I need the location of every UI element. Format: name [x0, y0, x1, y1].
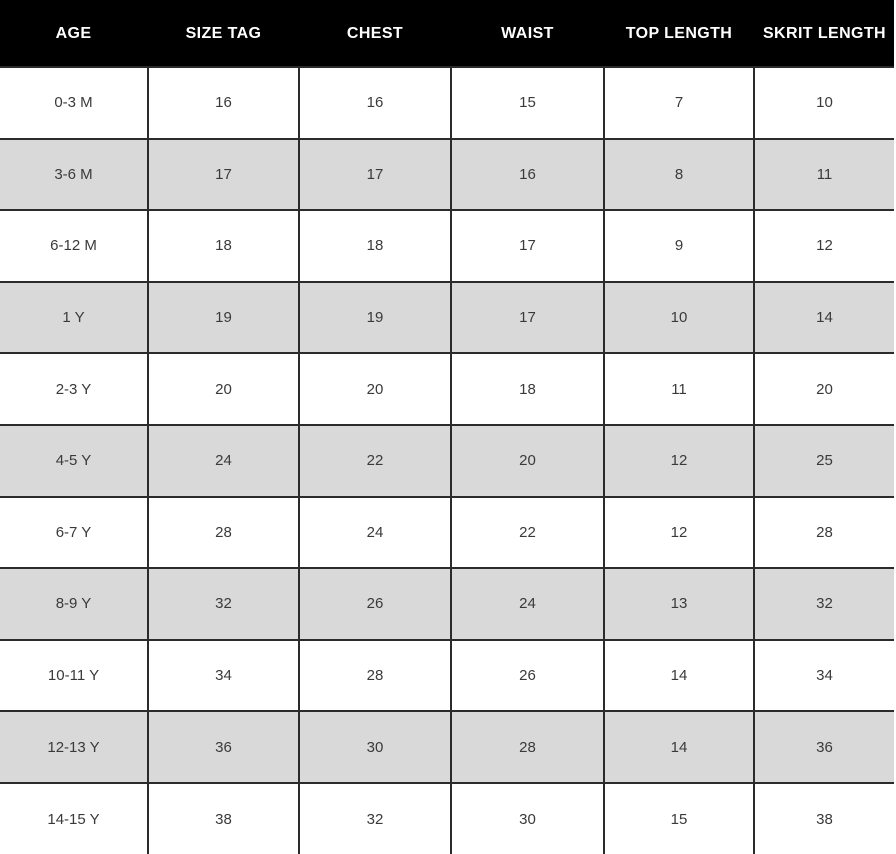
table-cell: 32	[147, 567, 300, 641]
table-header: AGE SIZE TAG CHEST WAIST TOP LENGTH SKRIT LEN…	[0, 0, 894, 68]
table-cell: 28	[147, 495, 300, 570]
table-cell: 24	[298, 495, 452, 570]
age-cell: 4-5 Y	[0, 423, 149, 498]
table-cell: 26	[450, 638, 605, 713]
table-cell: 19	[147, 280, 300, 355]
column-header: AGE	[0, 0, 149, 68]
table-body: 0-3 M 16 16 15 7 10 3-6 M 17 17 16 8 11 6-12 M 18 18 17…	[0, 66, 894, 854]
table-cell: 9	[603, 209, 755, 283]
table-cell: 38	[147, 781, 300, 854]
table-cell: 16	[450, 137, 605, 212]
table-cell: 12	[603, 495, 755, 570]
table-cell: 32	[298, 781, 452, 854]
table-cell: 32	[753, 567, 894, 641]
column-header: TOP LENGTH	[603, 0, 755, 68]
table-cell: 38	[753, 781, 894, 854]
table-row: 14-15 Y 38 32 30 15 38	[0, 781, 894, 854]
table-cell: 14	[753, 280, 894, 355]
table-row: 6-7 Y 28 24 22 12 28	[0, 495, 894, 570]
table-cell: 28	[450, 710, 605, 784]
age-cell: 3-6 M	[0, 137, 149, 212]
table-cell: 20	[450, 423, 605, 498]
age-cell: 10-11 Y	[0, 638, 149, 713]
table-cell: 30	[450, 781, 605, 854]
table-cell: 12	[753, 209, 894, 283]
table-cell: 20	[298, 352, 452, 426]
table-row: 12-13 Y 36 30 28 14 36	[0, 710, 894, 784]
table-row: 6-12 M 18 18 17 9 12	[0, 209, 894, 283]
table-cell: 12	[603, 423, 755, 498]
table-row: 0-3 M 16 16 15 7 10	[0, 66, 894, 140]
table-cell: 15	[450, 66, 605, 140]
age-cell: 8-9 Y	[0, 567, 149, 641]
age-cell: 2-3 Y	[0, 352, 149, 426]
table-cell: 34	[753, 638, 894, 713]
column-header: SKRIT LENGTH	[753, 0, 894, 68]
table-row: 2-3 Y 20 20 18 11 20	[0, 352, 894, 426]
table-cell: 18	[450, 352, 605, 426]
age-cell: 12-13 Y	[0, 710, 149, 784]
table-cell: 25	[753, 423, 894, 498]
table-cell: 16	[298, 66, 452, 140]
age-cell: 14-15 Y	[0, 781, 149, 854]
table-cell: 34	[147, 638, 300, 713]
table-cell: 22	[298, 423, 452, 498]
age-cell: 6-7 Y	[0, 495, 149, 570]
table-cell: 20	[753, 352, 894, 426]
table-cell: 19	[298, 280, 452, 355]
table-row: 1 Y 19 19 17 10 14	[0, 280, 894, 355]
table-cell: 20	[147, 352, 300, 426]
table-cell: 17	[147, 137, 300, 212]
table-row: 3-6 M 17 17 16 8 11	[0, 137, 894, 212]
table-cell: 10	[603, 280, 755, 355]
table-cell: 28	[298, 638, 452, 713]
table-cell: 30	[298, 710, 452, 784]
table-cell: 18	[298, 209, 452, 283]
table-cell: 24	[147, 423, 300, 498]
table-cell: 13	[603, 567, 755, 641]
table-cell: 7	[603, 66, 755, 140]
table-cell: 10	[753, 66, 894, 140]
table-row: 4-5 Y 24 22 20 12 25	[0, 423, 894, 498]
table-cell: 18	[147, 209, 300, 283]
age-cell: 6-12 M	[0, 209, 149, 283]
table-cell: 22	[450, 495, 605, 570]
column-header: SIZE TAG	[147, 0, 300, 68]
table-cell: 36	[753, 710, 894, 784]
header-row: AGE SIZE TAG CHEST WAIST TOP LENGTH SKRIT LEN…	[0, 0, 894, 68]
table-cell: 14	[603, 710, 755, 784]
column-header: CHEST	[298, 0, 452, 68]
table-cell: 24	[450, 567, 605, 641]
table-cell: 14	[603, 638, 755, 713]
table-cell: 26	[298, 567, 452, 641]
age-cell: 1 Y	[0, 280, 149, 355]
table-cell: 8	[603, 137, 755, 212]
table-cell: 15	[603, 781, 755, 854]
table-cell: 17	[450, 209, 605, 283]
table-cell: 36	[147, 710, 300, 784]
column-header: WAIST	[450, 0, 605, 68]
table-cell: 28	[753, 495, 894, 570]
table-cell: 16	[147, 66, 300, 140]
table-cell: 11	[603, 352, 755, 426]
age-cell: 0-3 M	[0, 66, 149, 140]
table-row: 10-11 Y 34 28 26 14 34	[0, 638, 894, 713]
table-cell: 11	[753, 137, 894, 212]
table-row: 8-9 Y 32 26 24 13 32	[0, 567, 894, 641]
table-cell: 17	[298, 137, 452, 212]
table-cell: 17	[450, 280, 605, 355]
